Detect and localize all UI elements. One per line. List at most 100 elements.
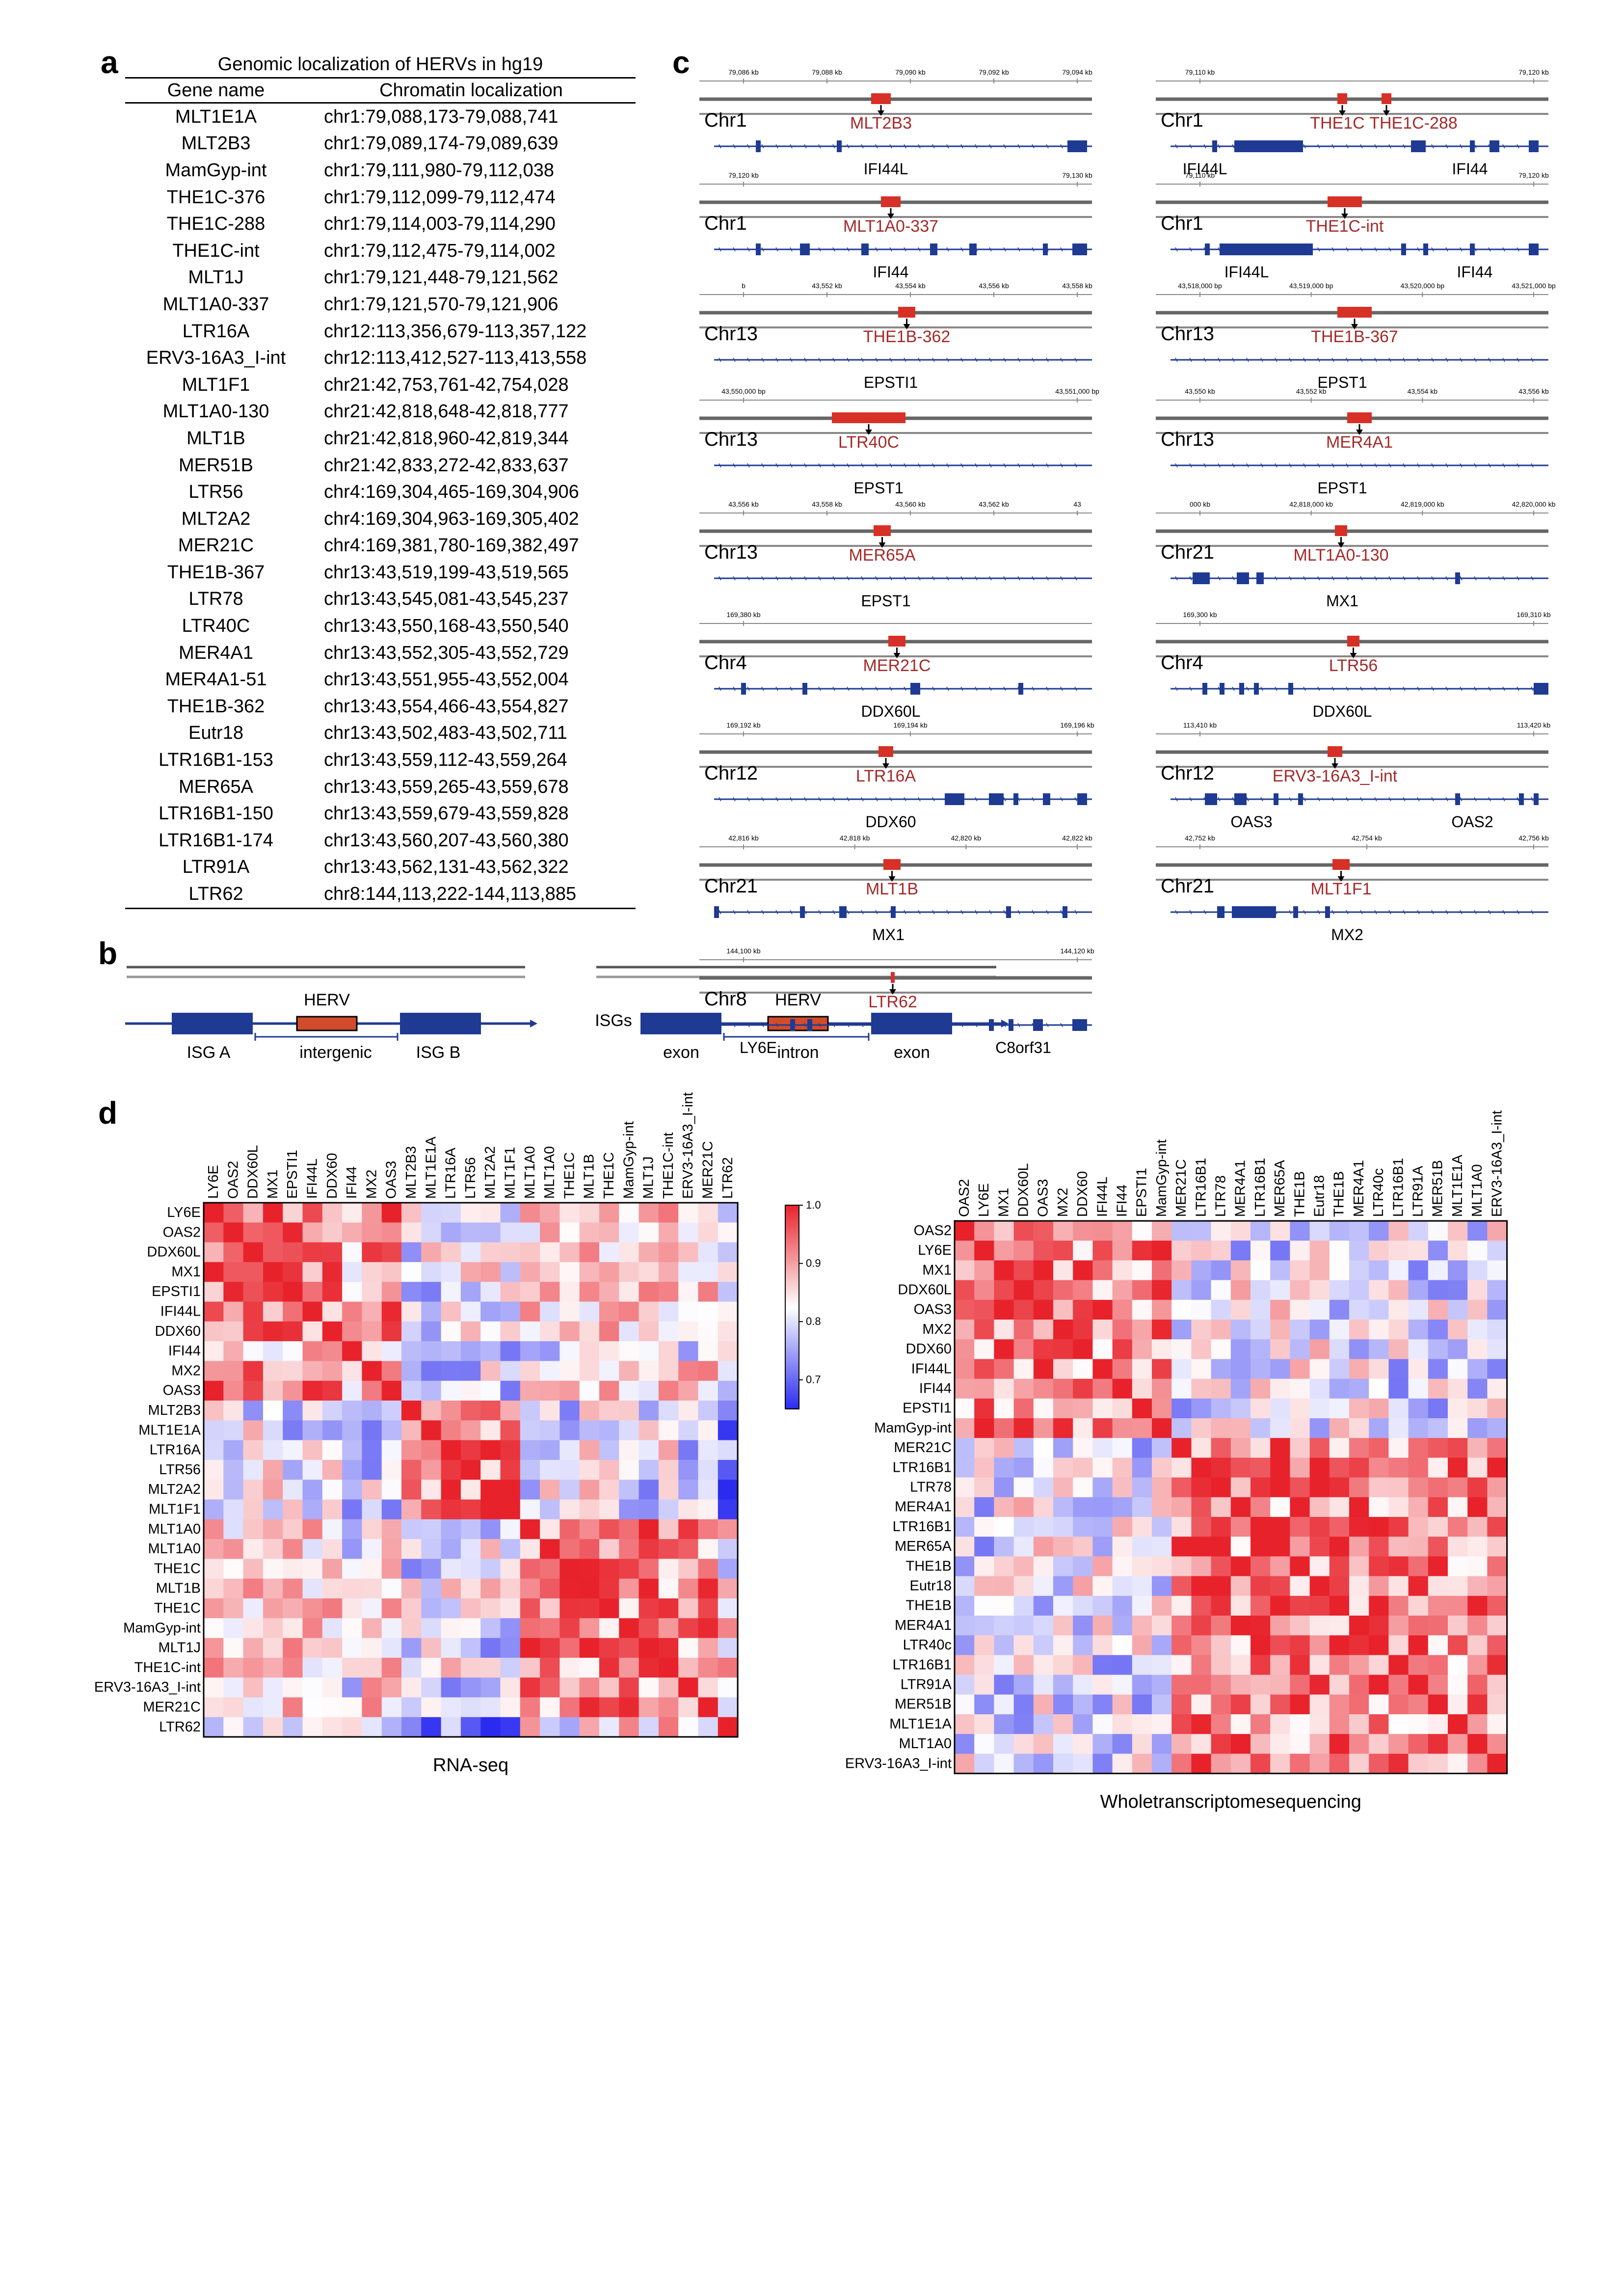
heatmap-cell	[1033, 1497, 1054, 1517]
heatmap-cell	[1013, 1320, 1034, 1340]
heatmap-cell	[401, 1222, 422, 1243]
heatmap-cell	[204, 1203, 224, 1223]
heatmap-cell	[698, 1618, 718, 1639]
intron-tick	[1317, 797, 1320, 802]
heatmap-cell	[579, 1440, 600, 1460]
herv-label: THE1C	[1310, 114, 1364, 133]
heatmap-cell	[480, 1459, 501, 1480]
heatmap-column-label: IFI44	[344, 1166, 360, 1199]
herv-marker	[1337, 93, 1347, 104]
heatmap-cell	[1448, 1438, 1468, 1458]
ruler-tick-label: 43,554 kb	[1408, 387, 1438, 395]
intron-tick	[1032, 144, 1035, 149]
heatmap-cell	[480, 1559, 501, 1579]
intron-tick	[818, 686, 821, 691]
gene-exon	[1490, 140, 1499, 152]
heatmap-cell	[1270, 1241, 1290, 1261]
intron-tick	[1460, 686, 1463, 691]
heatmap-cell	[1448, 1714, 1468, 1734]
intron-tick	[1203, 463, 1206, 468]
heatmap-cell	[520, 1440, 540, 1460]
intron-tick	[1488, 576, 1491, 581]
heatmap-cell	[362, 1480, 382, 1500]
herv-marker	[878, 746, 893, 757]
intron-tick	[1246, 247, 1249, 252]
heatmap-cell	[1388, 1477, 1409, 1498]
heatmap-cell	[1191, 1438, 1212, 1458]
heatmap-cell	[283, 1401, 303, 1421]
chromosome-label: Chr21	[704, 875, 758, 897]
heatmap-cell	[302, 1401, 323, 1421]
heatmap-cell	[1013, 1398, 1034, 1419]
heatmap-cell	[540, 1203, 560, 1223]
intron-tick	[960, 247, 963, 252]
heatmap-cell	[540, 1282, 560, 1302]
gene-name-cell: MER51B	[178, 455, 254, 476]
heatmap-column-label: OAS2	[957, 1179, 972, 1217]
heatmap-cell	[1073, 1517, 1093, 1537]
heatmap-cell	[955, 1734, 975, 1754]
heatmap-cell	[381, 1657, 402, 1678]
heatmap-cell	[1132, 1221, 1152, 1241]
heatmap-column-label: THE1B	[1331, 1171, 1347, 1217]
heatmap-cell	[480, 1598, 501, 1619]
heatmap-cell	[421, 1401, 442, 1421]
intron-tick	[1260, 686, 1263, 691]
heatmap-cell	[381, 1519, 402, 1540]
heatmap-cell	[283, 1321, 303, 1342]
heatmap-cell	[1408, 1576, 1429, 1596]
heatmap-cell	[362, 1539, 382, 1559]
heatmap-column-label: MER4A1	[1351, 1160, 1367, 1217]
heatmap-cell	[263, 1203, 283, 1223]
heatmap-cell	[302, 1361, 323, 1381]
heatmap-cell	[1152, 1595, 1172, 1616]
heatmap-cell	[974, 1458, 994, 1478]
heatmap-cell	[1448, 1675, 1468, 1695]
heatmap-cell	[1408, 1694, 1429, 1715]
locus-cell: chr13:43,545,081-43,545,237	[307, 586, 636, 613]
heatmap-cell	[1053, 1339, 1073, 1359]
heatmap-cell	[1290, 1694, 1310, 1715]
gene-exon	[1470, 243, 1475, 255]
colorbar-tick-label: 0.9	[806, 1257, 821, 1270]
herv-label: MLT1F1	[1310, 880, 1371, 898]
intron-tick	[1074, 910, 1077, 915]
intron-tick	[1260, 144, 1263, 149]
heatmap-cell	[460, 1657, 481, 1678]
intron-tick	[1175, 576, 1178, 581]
heatmap-cell	[460, 1401, 481, 1421]
heatmap-cell	[223, 1677, 244, 1698]
heatmap-cell	[639, 1301, 659, 1322]
intron-tick	[1218, 576, 1221, 581]
heatmap-column-label: MamGyp-int	[621, 1121, 637, 1199]
heatmap-cell	[658, 1440, 679, 1460]
panel-label-d: d	[98, 1095, 118, 1131]
heatmap-cell	[1033, 1754, 1054, 1774]
intron-tick	[847, 463, 850, 468]
heatmap-cell	[1033, 1458, 1054, 1478]
heatmap-cell	[1112, 1616, 1133, 1636]
heatmap-cell	[362, 1380, 382, 1401]
heatmap-cell	[1428, 1675, 1448, 1695]
heatmap-cell	[1487, 1576, 1508, 1596]
herv-marker	[881, 196, 901, 207]
heatmap-cell	[421, 1341, 442, 1361]
intron-tick	[1360, 686, 1363, 691]
heatmap-cell	[1290, 1734, 1310, 1754]
herv-marker	[891, 972, 895, 983]
heatmap-row-label: ERV3-16A3_I-int	[845, 1756, 952, 1771]
heatmap-cell	[540, 1440, 560, 1460]
heatmap-column-label: ERV3-16A3_I-int	[1489, 1110, 1505, 1217]
heatmap-cell	[1191, 1320, 1212, 1340]
intron-tick	[1203, 910, 1206, 915]
gene-exon	[756, 243, 761, 255]
heatmap-cell	[1230, 1694, 1251, 1715]
gene-label: EPST1	[861, 592, 910, 610]
heatmap-cell	[1251, 1299, 1271, 1320]
heatmap-cell	[599, 1361, 619, 1381]
heatmap-cell	[1329, 1616, 1350, 1636]
intron-tick	[989, 686, 992, 691]
heatmap-column-label: MLT1E1A	[423, 1136, 439, 1199]
intron-tick	[1403, 576, 1406, 581]
heatmap-cell	[302, 1242, 323, 1263]
